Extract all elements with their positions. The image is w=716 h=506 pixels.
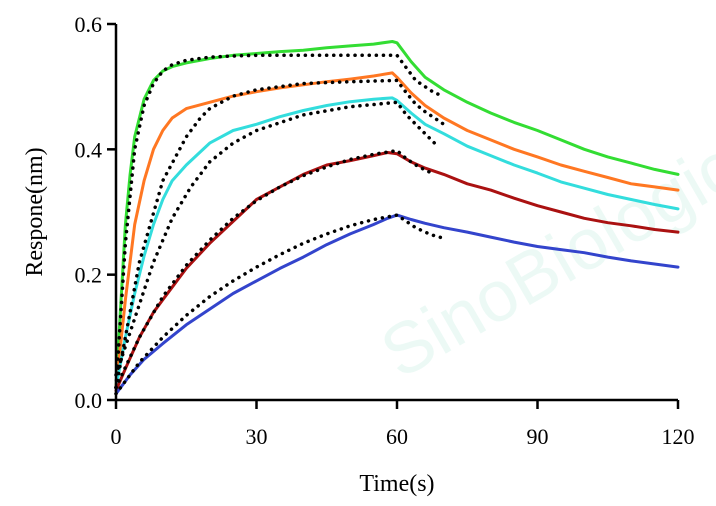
fit-curve-5	[114, 213, 446, 396]
x-tick-label: 60	[386, 424, 408, 449]
x-tick-label: 0	[111, 424, 122, 449]
series-line-1	[114, 40, 680, 389]
x-ticks: 0 30 60 90 120	[111, 400, 695, 449]
y-tick-label: 0.0	[75, 388, 103, 413]
y-tick-label: 0.4	[75, 137, 103, 162]
series-line-2	[114, 71, 680, 389]
y-ticks: 0.0 0.2 0.4 0.6	[75, 12, 116, 413]
y-axis-title: Respone(nm)	[22, 147, 48, 276]
fit-curve-4	[114, 148, 437, 390]
x-tick-label: 30	[246, 424, 268, 449]
series-line-3	[114, 96, 680, 389]
fit-curve-2	[114, 78, 446, 390]
fit-curve-1	[114, 53, 446, 390]
y-tick-label: 0.2	[75, 263, 103, 288]
x-tick-label: 120	[662, 424, 695, 449]
series-line-5	[114, 213, 680, 396]
x-axis-title: Time(s)	[359, 471, 434, 497]
fit-curve-3	[114, 100, 437, 377]
fit-curves	[114, 53, 446, 396]
x-tick-label: 90	[527, 424, 549, 449]
axes: 0 30 60 90 120 0.0 0.2 0.4 0.6	[75, 12, 695, 449]
y-tick-label: 0.6	[75, 12, 103, 37]
